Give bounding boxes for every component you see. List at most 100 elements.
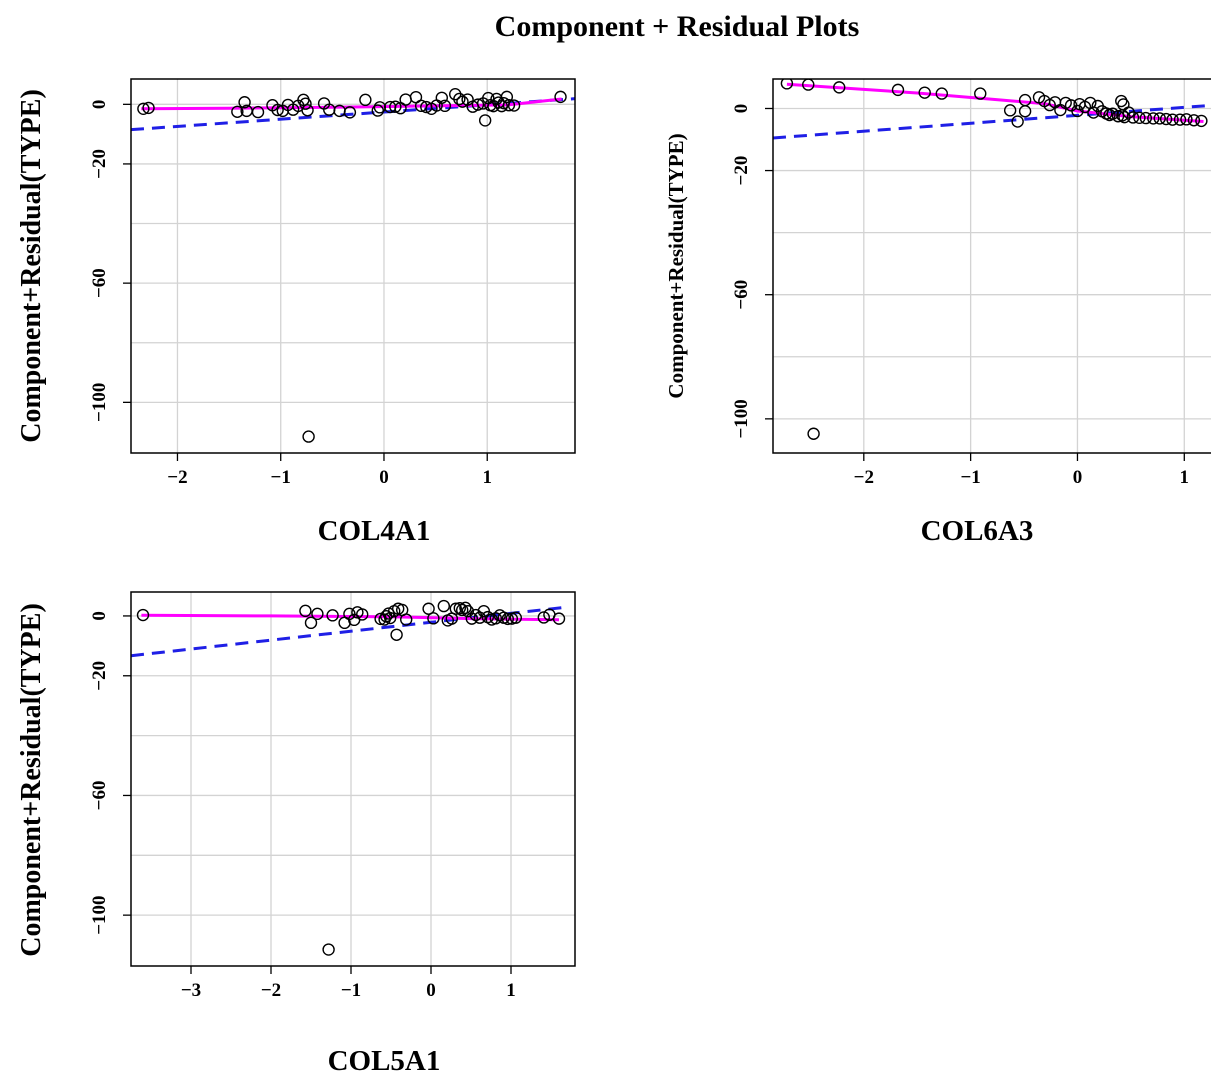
data-point <box>502 99 516 112</box>
figure-title: Component + Residual Plots <box>495 10 860 43</box>
data-point <box>509 611 522 624</box>
data-point <box>1133 111 1146 124</box>
y-tick-label: −100 <box>731 399 752 438</box>
data-point <box>1071 104 1084 118</box>
data-point <box>1011 115 1024 128</box>
y-tick-label: 0 <box>731 104 752 114</box>
plot-area <box>131 592 575 966</box>
data-point <box>399 93 412 106</box>
data-point <box>1139 111 1153 125</box>
data-point <box>1173 113 1187 126</box>
data-point <box>322 943 335 956</box>
panel-col5a1: −3 −2 −1 0 1 0 −20 −60 −100 COL5A1 Component+Resid… <box>16 591 576 1077</box>
data-point <box>137 102 150 116</box>
data-point <box>1018 93 1032 107</box>
data-point <box>1126 111 1140 124</box>
data-point <box>1187 114 1201 127</box>
data-point <box>299 604 312 618</box>
x-tick-label: 1 <box>1180 467 1190 488</box>
data-point <box>489 612 502 625</box>
data-point <box>437 599 450 613</box>
data-point <box>390 628 403 641</box>
data-point <box>359 93 372 107</box>
data-point <box>554 90 567 104</box>
y-axis-label: Component+Residual(TYPE) <box>16 603 47 957</box>
x-tick-label: −1 <box>341 980 361 1001</box>
linear-fit-line <box>131 97 575 132</box>
data-point <box>422 602 435 615</box>
y-tick-label: 0 <box>89 611 110 621</box>
y-tick-label: −20 <box>731 156 752 186</box>
data-point <box>301 104 314 117</box>
data-point <box>1153 112 1166 125</box>
x-tick-label: 0 <box>1073 467 1083 488</box>
data-point <box>299 97 312 110</box>
data-point <box>438 99 452 113</box>
data-point <box>974 87 987 100</box>
data-point <box>311 607 324 621</box>
data-point <box>435 91 448 104</box>
data-point <box>471 98 485 111</box>
data-point <box>356 608 369 621</box>
plot-area <box>773 79 1211 453</box>
data-point <box>238 96 251 109</box>
data-point <box>780 79 794 90</box>
data-point <box>136 608 150 622</box>
data-point <box>459 601 472 615</box>
x-tick-label: 0 <box>426 980 436 1001</box>
data-point <box>343 106 357 119</box>
panel-col6a3: −2 −1 0 1 0 −20 −60 −100 COL6A3 Component+Residua… <box>664 78 1211 547</box>
x-axis-label: COL5A1 <box>328 1045 441 1077</box>
data-point <box>465 612 478 625</box>
data-point <box>371 104 384 117</box>
data-point <box>453 601 466 615</box>
data-point <box>461 604 474 618</box>
data-point <box>251 105 265 119</box>
data-point <box>935 87 948 100</box>
data-point <box>302 430 315 443</box>
data-point <box>453 92 466 106</box>
data-point <box>456 603 469 617</box>
plot-area <box>131 79 575 453</box>
data-point <box>326 609 339 622</box>
y-tick-label: −60 <box>731 280 752 310</box>
data-point <box>1087 106 1100 119</box>
data-point <box>1180 113 1193 126</box>
y-tick-label: −60 <box>89 781 110 811</box>
data-point <box>427 612 440 625</box>
data-point <box>478 114 492 127</box>
x-tick-label: −2 <box>167 467 187 488</box>
y-tick-label: 0 <box>89 100 110 110</box>
data-point <box>1115 94 1128 108</box>
x-tick-label: 0 <box>379 467 389 488</box>
x-axis-label: COL6A3 <box>921 515 1034 547</box>
data-point <box>400 613 413 626</box>
linear-fit-line <box>773 103 1211 140</box>
plot-frame <box>772 78 1211 454</box>
data-point <box>807 427 820 440</box>
x-tick-label: 1 <box>506 980 516 1001</box>
data-point <box>1195 114 1208 128</box>
data-point <box>537 611 550 624</box>
data-point <box>389 100 402 113</box>
plot-frame <box>130 591 576 967</box>
data-point <box>142 101 155 115</box>
data-point <box>473 611 486 624</box>
y-tick-label: −20 <box>89 149 110 179</box>
data-point <box>1111 110 1125 123</box>
data-point <box>384 611 397 625</box>
panel-col4a1: −2 −1 0 1 0 −20 −60 −100 COL4A1 Component+Residua… <box>16 78 576 547</box>
x-tick-label: 1 <box>482 467 492 488</box>
plot-frame <box>130 78 576 454</box>
x-tick-label: −1 <box>271 467 291 488</box>
data-point <box>449 602 462 615</box>
x-axis-label: COL4A1 <box>318 515 431 547</box>
data-point <box>552 612 566 625</box>
data-point <box>271 103 284 117</box>
data-point <box>1018 105 1032 118</box>
y-tick-label: −60 <box>89 268 110 298</box>
data-point <box>1159 112 1173 126</box>
x-tick-label: −2 <box>261 980 281 1001</box>
data-point <box>1003 104 1017 117</box>
